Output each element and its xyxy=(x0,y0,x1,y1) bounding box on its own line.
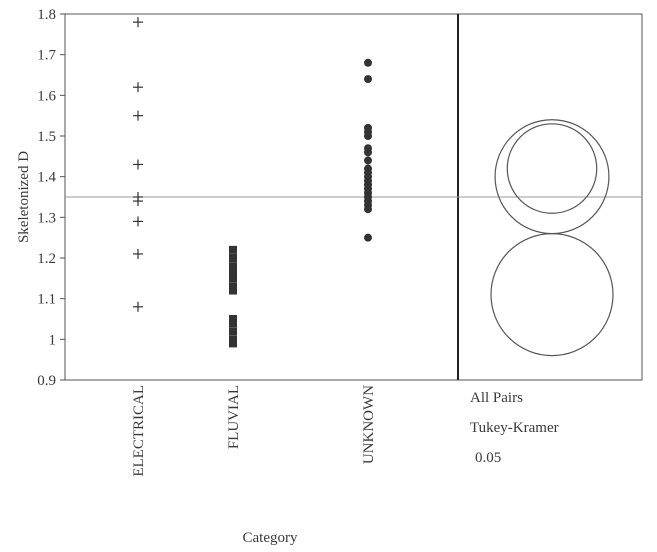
data-point-square xyxy=(229,282,237,291)
y-tick-label: 1.3 xyxy=(37,210,56,226)
data-point-circle xyxy=(364,205,372,214)
data-point-square xyxy=(229,262,237,271)
y-tick-label: 1.7 xyxy=(37,48,56,64)
y-tick-label: 1.8 xyxy=(37,7,56,23)
data-point-square xyxy=(229,270,237,279)
data-point-circle xyxy=(364,148,372,157)
data-point-plus xyxy=(133,110,143,121)
comparison-method-label: 0.05 xyxy=(475,450,501,466)
y-tick-label: 1.2 xyxy=(37,251,56,267)
data-point-plus xyxy=(133,301,143,312)
data-point-circle xyxy=(364,233,372,242)
data-point-square xyxy=(229,266,237,275)
x-tick-label: FLUVIAL xyxy=(226,385,242,449)
x-axis-label: Category xyxy=(243,530,298,546)
y-tick-label: 1.4 xyxy=(37,170,56,186)
data-point-plus xyxy=(133,82,143,93)
data-point-square xyxy=(229,245,237,254)
comparison-circle xyxy=(494,119,610,235)
data-point-circle xyxy=(364,75,372,84)
data-point-plus xyxy=(133,216,143,227)
y-tick-label: 0.9 xyxy=(37,373,56,389)
data-point-square xyxy=(229,327,237,336)
data-point-square xyxy=(229,274,237,283)
comparison-circle xyxy=(490,233,614,357)
data-point-square xyxy=(229,319,237,328)
data-point-circle xyxy=(364,58,372,67)
comparison-method-label: All Pairs xyxy=(470,390,523,406)
data-point-plus xyxy=(133,159,143,170)
x-tick-label: ELECTRICAL xyxy=(131,385,147,477)
data-point-square xyxy=(229,254,237,262)
data-point-square xyxy=(229,315,237,323)
data-point-circle xyxy=(364,156,372,165)
data-point-plus xyxy=(133,17,143,28)
y-tick-label: 1 xyxy=(49,332,57,348)
y-axis-label: Skeletonized D xyxy=(16,151,32,243)
comparison-circle xyxy=(506,123,598,214)
data-point-square xyxy=(229,339,237,348)
data-point-square xyxy=(229,335,237,344)
data-point-plus xyxy=(133,196,143,207)
y-tick-label: 1.5 xyxy=(37,129,56,145)
data-point-circle xyxy=(364,132,372,140)
y-tick-label: 1.6 xyxy=(37,88,56,104)
y-tick-label: 1.1 xyxy=(37,292,56,308)
x-tick-label: UNKNOWN xyxy=(361,385,377,464)
data-point-plus xyxy=(133,248,143,259)
comparison-method-label: Tukey-Kramer xyxy=(470,420,559,436)
data-point-square xyxy=(229,286,237,295)
